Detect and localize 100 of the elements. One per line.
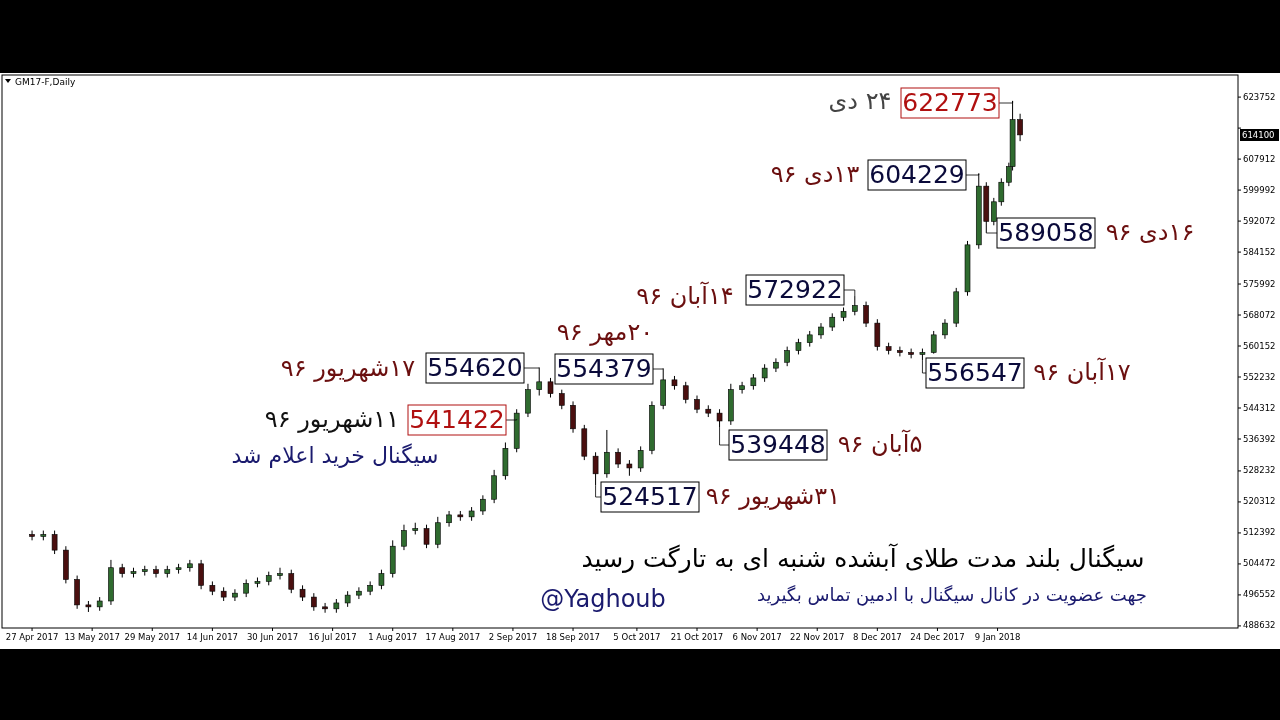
annotation: 554379 — [554, 353, 664, 385]
annotation: سیگنال بلند مدت طلای آبشده شنبه ای به تارگت رسید — [581, 543, 1145, 573]
y-tick-label: 568072 — [1243, 309, 1276, 320]
annotation: 572922 — [745, 274, 856, 306]
y-tick-label: 544312 — [1243, 402, 1276, 413]
candlestick — [547, 377, 554, 398]
candlestick — [773, 357, 779, 373]
annotation: ۱۱شهریور ۹۶ — [264, 405, 400, 433]
x-tick-label: 27 Apr 2017 — [5, 632, 59, 642]
annotation: ۱۷شهریور ۹۶ — [280, 354, 416, 382]
candlestick — [322, 602, 328, 614]
candlestick — [570, 400, 576, 434]
candlestick — [536, 367, 543, 397]
x-tick-label: 8 Dec 2017 — [852, 632, 902, 642]
annotation: ۱۴آبان ۹۶ — [636, 281, 734, 310]
candlestick — [682, 381, 689, 404]
candlestick — [51, 530, 58, 555]
annotation: ۱۷آبان ۹۶ — [1033, 357, 1131, 386]
candlestick — [401, 524, 407, 551]
annotation: 572922 — [747, 275, 843, 304]
annotation: 539448 — [719, 426, 828, 461]
annotation: ۱۳دی ۹۶ — [770, 160, 860, 188]
y-tick-label: 528232 — [1243, 465, 1276, 476]
candlestick — [863, 301, 869, 328]
candlestick — [852, 295, 858, 316]
candlestick — [480, 494, 486, 516]
annotation: 554620 — [427, 353, 523, 382]
x-tick-label: 30 Jun 2017 — [246, 632, 299, 642]
candlestick — [874, 318, 881, 352]
annotation: 556547 — [922, 357, 1025, 389]
title: GM17-F,Daily — [15, 77, 76, 87]
candlestick — [491, 469, 497, 504]
candlestick — [232, 588, 238, 602]
x-tick-label: 9 Jan 2018 — [974, 632, 1021, 642]
candlestick — [277, 567, 283, 580]
x-tick-label: 1 Aug 2017 — [368, 632, 418, 642]
y-tick-label: 592072 — [1243, 215, 1276, 226]
annotation: سیگنال خرید اعلام شد — [231, 443, 439, 468]
annotation: 524517 — [602, 482, 698, 511]
candlestick — [288, 569, 295, 594]
candlestick — [615, 447, 621, 469]
candlestick — [525, 383, 531, 418]
annotation: ۱۶دی ۹۶ — [1105, 218, 1195, 246]
annotation: 622773 — [900, 87, 1013, 119]
annotation: ۳۱شهریور ۹۶ — [705, 482, 841, 510]
candlestick — [29, 530, 35, 541]
x-tick-label: 24 Dec 2017 — [910, 632, 965, 642]
x-tick-label: 16 Jul 2017 — [308, 632, 357, 642]
x-tick-label: 2 Sep 2017 — [488, 632, 538, 642]
y-tick-label: 599992 — [1243, 184, 1276, 195]
y-tick-label: 496552 — [1243, 589, 1276, 600]
y-tick-label: 575992 — [1243, 278, 1276, 289]
annotation: 614100 — [1240, 129, 1279, 141]
y-tick-label: 488632 — [1243, 620, 1276, 631]
candlestick — [604, 429, 610, 479]
annotation: 554620 — [425, 352, 540, 384]
candlestick — [558, 389, 565, 410]
candlestick — [930, 330, 937, 355]
annotation: 541422 — [409, 405, 505, 434]
candlestick — [897, 346, 903, 357]
y-tick-label: 607912 — [1243, 153, 1276, 164]
y-tick-label: 560152 — [1243, 340, 1276, 351]
annotation: 622773 — [902, 88, 998, 117]
candlestick — [784, 346, 790, 367]
annotation: 589058 — [998, 218, 1094, 247]
annotation: 541422 — [407, 404, 518, 436]
candlestick — [423, 524, 430, 549]
x-tick-label: 22 Nov 2017 — [790, 632, 845, 642]
y-tick-label: 536392 — [1243, 433, 1276, 444]
x-tick-label: 6 Nov 2017 — [732, 632, 782, 642]
annotation: ۲۴ دی — [828, 87, 892, 115]
y-tick-label: 584152 — [1243, 246, 1276, 257]
candlestick — [434, 516, 441, 549]
annotation: 524517 — [595, 481, 700, 513]
annotation: جهت عضویت در کانال سیگنال با ادمین تماس بگیرید — [757, 584, 1147, 606]
candlestick — [198, 559, 204, 590]
candlestick — [942, 318, 948, 340]
annotation: ۲۰مهر ۹۶ — [556, 318, 654, 346]
x-tick-label: 21 Oct 2017 — [670, 632, 724, 642]
candlestick — [356, 586, 362, 600]
annotation: @Yaghoub — [540, 585, 666, 613]
y-tick-label: 504472 — [1243, 558, 1276, 569]
x-tick-label: 18 Sep 2017 — [546, 632, 600, 642]
y-tick-label: 512392 — [1243, 527, 1276, 538]
annotation: 604229 — [869, 160, 965, 189]
x-tick-label: 5 Oct 2017 — [613, 632, 661, 642]
y-tick-label: 520312 — [1243, 496, 1276, 507]
x-tick-label: 13 May 2017 — [64, 632, 120, 642]
annotation: 539448 — [730, 430, 826, 459]
candlestick — [378, 569, 385, 590]
candlestick — [739, 381, 745, 395]
candlestick — [637, 445, 644, 473]
candlestick — [592, 451, 599, 486]
x-tick-label: 29 May 2017 — [124, 632, 180, 642]
y-tick-label: 623752 — [1243, 91, 1276, 102]
annotation: 604229 — [867, 159, 980, 191]
annotation: ۵آبان ۹۶ — [837, 429, 923, 458]
annotation: 554379 — [556, 354, 652, 383]
y-tick-label: 552232 — [1243, 371, 1276, 382]
candlestick — [153, 565, 159, 579]
